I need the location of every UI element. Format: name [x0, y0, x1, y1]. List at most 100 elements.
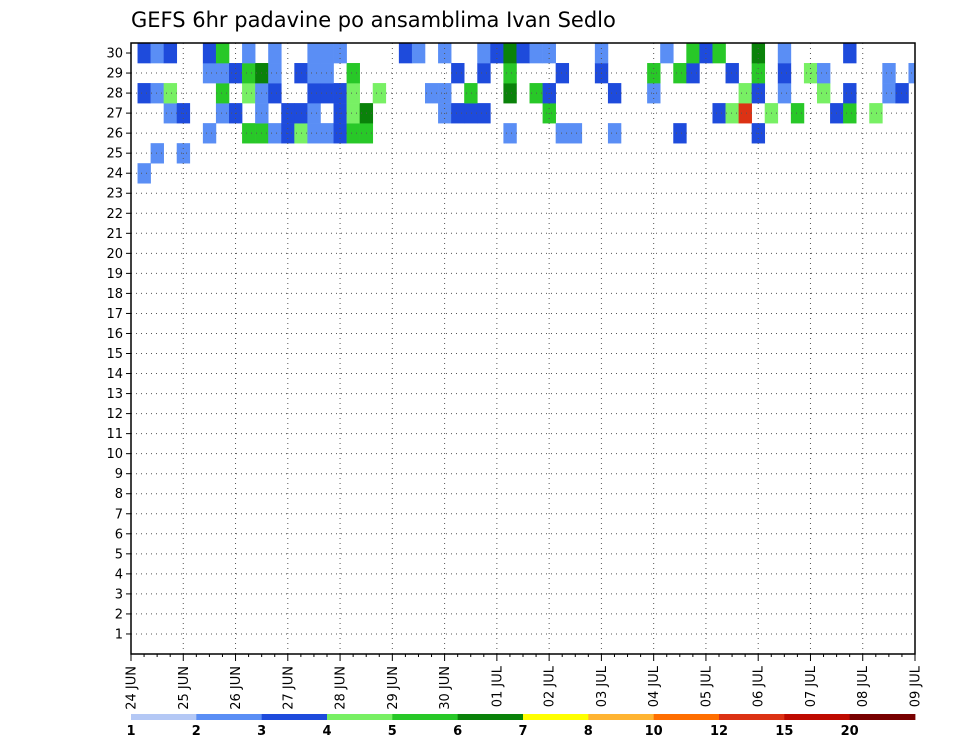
heatmap-cell — [777, 63, 792, 84]
colorbar-swatch — [719, 714, 785, 720]
heatmap-cell — [215, 63, 230, 84]
colorbar-swatch — [327, 714, 393, 720]
heatmap-cell — [242, 123, 256, 144]
colorbar-swatch — [131, 714, 197, 720]
y-tick-label: 2 — [115, 607, 123, 622]
y-tick-label: 13 — [106, 387, 123, 402]
colorbar-swatch — [261, 714, 328, 720]
heatmap-cell — [503, 43, 517, 64]
y-tick-label: 11 — [106, 427, 123, 442]
heatmap-cell — [477, 63, 491, 84]
heatmap-cell — [895, 83, 909, 104]
heatmap-cell — [150, 143, 164, 164]
y-tick-label: 4 — [115, 567, 123, 582]
heatmap-cell — [150, 83, 164, 104]
colorbar-label: 12 — [710, 724, 728, 739]
colorbar-swatch — [523, 714, 589, 720]
colorbar-swatch — [588, 714, 655, 720]
colorbar-label: 10 — [645, 724, 663, 739]
heatmap-cell — [307, 103, 321, 124]
heatmap-cell — [777, 43, 792, 64]
heatmap-cell — [843, 83, 857, 104]
x-tick-label: 05 JUL — [699, 665, 714, 707]
x-tick-label: 02 JUL — [543, 665, 558, 707]
y-tick-label: 20 — [106, 247, 123, 262]
heatmap-cell — [738, 83, 752, 104]
heatmap-cell — [817, 63, 831, 84]
y-tick-label: 29 — [106, 67, 123, 82]
heatmap-cell — [398, 43, 413, 64]
y-tick-label: 21 — [106, 227, 123, 242]
heatmap-cell — [464, 103, 478, 124]
y-tick-label: 15 — [106, 347, 123, 362]
heatmap-cell — [242, 43, 256, 64]
heatmap-cell — [320, 63, 334, 84]
colorbar-label: 5 — [388, 724, 397, 739]
x-tick-label: 01 JUL — [490, 665, 505, 707]
heatmap-cell — [268, 83, 282, 104]
heatmap-cell — [215, 43, 230, 64]
heatmap-cell — [411, 43, 426, 64]
heatmap-cell — [137, 43, 151, 64]
colorbar-label: 4 — [322, 724, 331, 739]
heatmap-cell — [660, 43, 674, 64]
x-tick-label: 24 JUN — [125, 666, 140, 710]
x-tick-label: 04 JUL — [647, 665, 662, 707]
heatmap-cell — [607, 83, 622, 104]
heatmap-cell — [869, 103, 883, 124]
heatmap-cell — [202, 123, 217, 144]
heatmap-cell — [843, 43, 857, 64]
colorbar-swatch — [196, 714, 263, 720]
colorbar-label: 3 — [257, 724, 266, 739]
heatmap-cell — [503, 123, 517, 144]
y-tick-label: 12 — [106, 407, 123, 422]
heatmap-cell — [150, 43, 164, 64]
heatmap-cell — [320, 43, 334, 64]
heatmap-cell — [268, 63, 282, 84]
colorbar-label: 1 — [126, 724, 135, 739]
heatmap-cell — [163, 83, 178, 104]
colorbar-swatch — [392, 714, 459, 720]
heatmap-cell — [503, 83, 517, 104]
y-tick-label: 27 — [106, 107, 123, 122]
chart-title: GEFS 6hr padavine po ansamblima Ivan Sed… — [131, 8, 616, 32]
heatmap-cell — [268, 43, 282, 64]
colorbar-swatch — [653, 714, 720, 720]
y-tick-label: 17 — [106, 307, 123, 322]
colorbar-swatch — [849, 714, 916, 720]
heatmap-cell — [346, 63, 360, 84]
y-tick-label: 19 — [106, 267, 123, 282]
x-tick-label: 03 JUL — [595, 665, 610, 707]
heatmap-cell — [451, 63, 465, 84]
heatmap-cell — [477, 43, 491, 64]
heatmap-cell — [529, 43, 543, 64]
heatmap-cell — [725, 103, 739, 124]
heatmap-cell — [307, 123, 321, 144]
heatmap-cell — [215, 83, 230, 104]
heatmap-cell — [516, 43, 530, 64]
y-axis: 1234567891011121314151617181920212223242… — [106, 47, 131, 642]
heatmap-cell — [163, 43, 178, 64]
heatmap-cell — [372, 83, 387, 104]
x-axis: 24 JUN 25 JUN 26 JUN 27 JUN 28 JUN 29 JUN 30 J… — [125, 654, 924, 710]
y-tick-label: 22 — [106, 207, 123, 222]
y-tick-label: 28 — [106, 87, 123, 102]
heatmap-cell — [464, 83, 478, 104]
x-tick-label: 27 JUN — [281, 666, 296, 710]
x-tick-label: 25 JUN — [177, 666, 192, 710]
y-tick-label: 1 — [115, 627, 123, 642]
heatmap-cell — [320, 83, 334, 104]
heatmap-cell — [451, 103, 465, 124]
x-tick-label: 09 JUL — [909, 665, 924, 707]
heatmap-cell — [790, 103, 805, 124]
heatmap-cell — [555, 63, 570, 84]
grid-lines — [131, 43, 915, 654]
heatmap-cell — [673, 123, 687, 144]
y-tick-label: 14 — [106, 367, 123, 382]
x-tick-label: 26 JUN — [229, 666, 244, 710]
heatmap-cell — [882, 63, 896, 84]
colorbar-label: 7 — [518, 724, 527, 739]
y-tick-label: 10 — [106, 447, 123, 462]
colorbar-label: 15 — [775, 724, 793, 739]
